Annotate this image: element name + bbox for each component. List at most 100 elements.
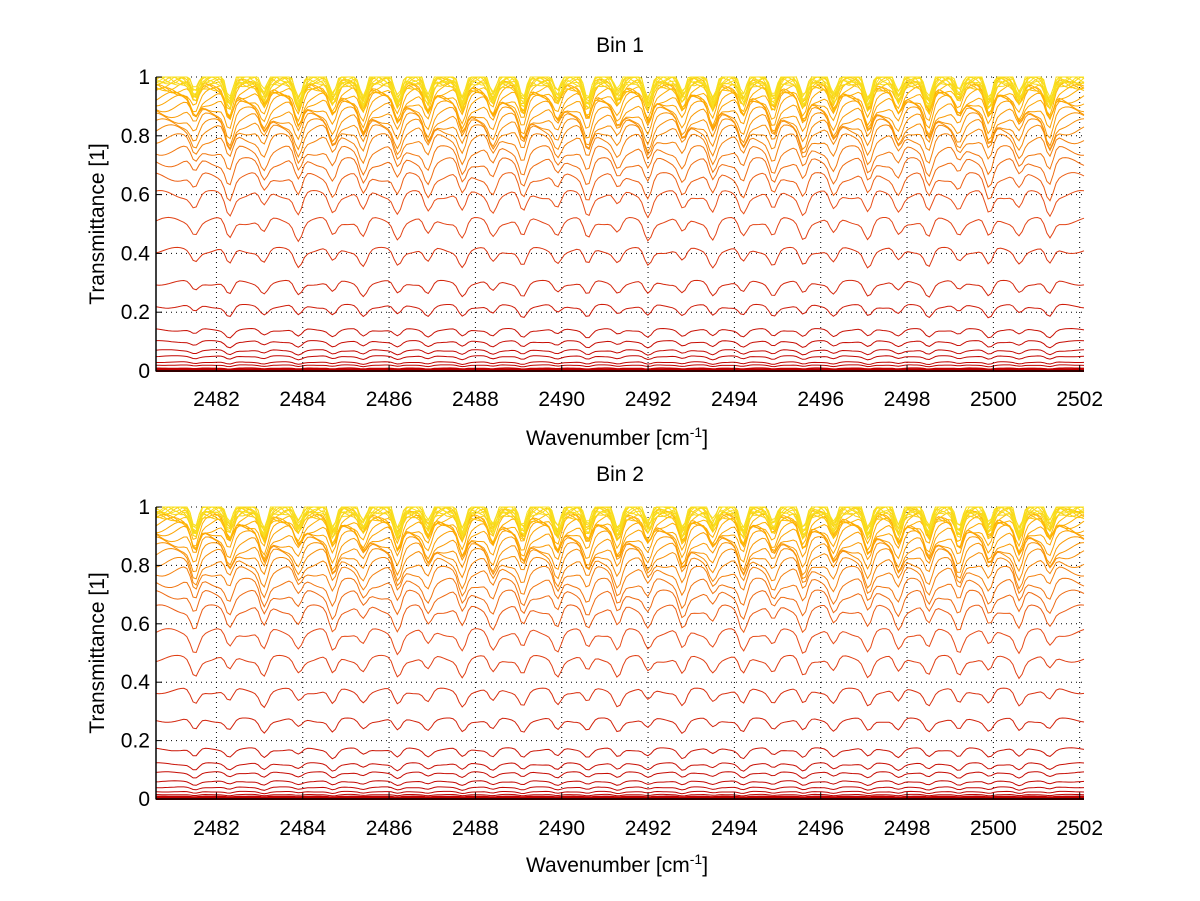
transmittance-series [155, 124, 1085, 159]
x-tick-label: 2482 [193, 817, 240, 840]
y-axis-label: Transmittance [1] [86, 143, 109, 304]
x-tick-label: 2502 [1056, 817, 1103, 840]
x-tick-label: 2498 [884, 388, 931, 411]
plot-title: Bin 1 [596, 34, 644, 57]
transmittance-series [155, 565, 1084, 599]
x-tick-label: 2496 [797, 817, 844, 840]
transmittance-series [155, 77, 1085, 114]
transmittance-series [155, 747, 1085, 760]
transmittance-series [155, 577, 1085, 610]
axes-box [155, 506, 1084, 800]
y-tick-label: 0.2 [121, 730, 150, 753]
x-tick-label: 2498 [884, 817, 931, 840]
transmittance-series [155, 506, 1084, 541]
y-axis-label: Transmittance [1] [86, 572, 109, 733]
x-tick-label: 2500 [970, 388, 1017, 411]
x-tick-label: 2482 [193, 388, 240, 411]
transmittance-series [155, 145, 1084, 178]
transmittance-series [155, 536, 1085, 572]
x-axis-label-superscript: -1 [690, 851, 703, 867]
y-tick-label: 0.4 [121, 671, 151, 694]
y-tick-label: 1 [138, 66, 150, 89]
transmittance-series [155, 628, 1085, 656]
transmittance-series [155, 355, 1085, 361]
plot-title: Bin 2 [596, 463, 644, 486]
transmittance-series [155, 547, 1085, 582]
transmittance-series [155, 76, 1085, 110]
transmittance-series [155, 118, 1085, 154]
transmittance-series [156, 361, 1085, 366]
transmittance-series [155, 506, 1084, 538]
x-tick-label: 2486 [366, 388, 413, 411]
y-tick-label: 0.8 [121, 554, 150, 577]
transmittance-series [155, 506, 1085, 539]
x-axis-label-suffix: ] [702, 427, 708, 450]
transmittance-series [155, 100, 1085, 136]
transmittance-series [155, 793, 1085, 797]
y-tick-label: 0 [138, 788, 150, 811]
transmittance-series [155, 364, 1085, 368]
y-tick-label: 0.8 [121, 125, 150, 148]
axes-box [155, 76, 1084, 372]
y-tick-label: 0.6 [121, 184, 150, 207]
transmittance-series [155, 106, 1085, 141]
grid-lines [156, 76, 1084, 372]
x-tick-label: 2494 [711, 388, 758, 411]
x-tick-labels: 2482 2484 2486 2488 2490 2492 2494 2496 2498 2500… [193, 817, 1103, 840]
x-axis-label: Wavenumber [cm-1] [526, 851, 708, 877]
transmittance-series [155, 556, 1085, 590]
transmittance-series [155, 112, 1085, 147]
y-tick-label: 0.6 [121, 613, 150, 636]
x-tick-label: 2484 [279, 388, 326, 411]
transmittance-series [156, 76, 1084, 109]
transmittance-series [155, 795, 1084, 799]
transmittance-series [155, 133, 1085, 166]
subplot-bin-2: Bin 2 2482 2484 2486 2488 2490 2492 2494 2496 24… [86, 463, 1103, 877]
y-tick-labels: 0 0.2 0.4 0.6 0.8 1 [121, 496, 151, 811]
x-tick-label: 2488 [452, 388, 499, 411]
x-axis-label-suffix: ] [702, 854, 708, 877]
transmittance-series [155, 76, 1085, 109]
transmittance-series [155, 506, 1085, 543]
transmittance-series [155, 521, 1085, 558]
transmittance-series [155, 604, 1085, 634]
x-tick-label: 2490 [538, 817, 585, 840]
x-tick-label: 2492 [625, 388, 672, 411]
transmittance-series [155, 368, 1084, 371]
x-tick-label: 2496 [797, 388, 844, 411]
transmittance-series [155, 349, 1085, 356]
x-tick-label: 2494 [711, 817, 758, 840]
transmittance-series [156, 762, 1085, 772]
x-tick-label: 2486 [366, 817, 413, 840]
x-tick-label: 2488 [452, 817, 499, 840]
y-tick-label: 1 [138, 496, 150, 519]
x-tick-label: 2500 [970, 817, 1017, 840]
transmittance-series [155, 790, 1085, 795]
transmittance-series [155, 542, 1085, 577]
transmittance-series [155, 172, 1085, 202]
transmittance-series [155, 506, 1085, 538]
transmittance-series [155, 516, 1085, 554]
y-tick-labels: 0 0.2 0.4 0.6 0.8 1 [121, 66, 151, 383]
transmittance-series [155, 157, 1085, 188]
transmittance-series [155, 589, 1085, 621]
transmittance-series [155, 771, 1085, 780]
transmittance-series [155, 246, 1085, 269]
x-tick-label: 2490 [538, 388, 585, 411]
grid-lines [156, 506, 1084, 800]
transmittance-series [156, 367, 1084, 370]
transmittance-series [155, 654, 1085, 680]
y-tick-label: 0 [138, 360, 150, 383]
transmittance-series [155, 279, 1085, 298]
y-tick-label: 0.4 [121, 242, 151, 265]
transmittance-series [155, 94, 1085, 130]
transmittance-series [155, 216, 1085, 243]
x-tick-labels: 2482 2484 2486 2488 2490 2492 2494 2496 2498 2500… [193, 388, 1103, 411]
transmittance-series [155, 687, 1085, 709]
transmittance-series [156, 340, 1085, 349]
transmittance-curves [155, 76, 1085, 372]
y-tick-label: 0.2 [121, 301, 150, 324]
x-tick-label: 2484 [279, 817, 326, 840]
transmittance-series [155, 524, 1085, 561]
